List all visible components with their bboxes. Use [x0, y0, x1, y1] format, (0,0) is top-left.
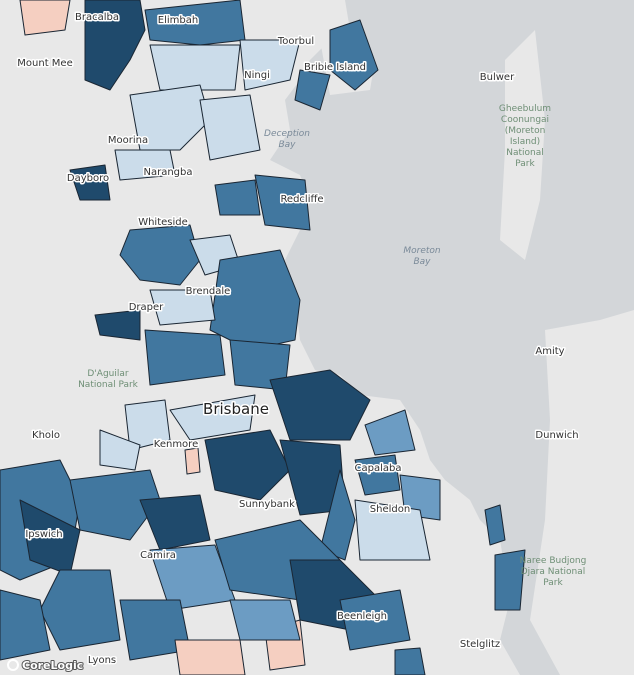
suburb-region [214, 179, 261, 216]
place-label: Toorbul [277, 36, 314, 47]
suburb-region [144, 0, 246, 46]
suburb-region [494, 549, 526, 611]
suburb-region [94, 309, 141, 341]
place-label: Camira [140, 550, 176, 561]
place-label: Redcliffe [280, 194, 323, 205]
place-label: Sunnybank [239, 499, 295, 510]
suburb-region [149, 44, 241, 91]
water-label: Bay [413, 257, 431, 267]
suburb-region [119, 224, 201, 286]
water-label: Moreton [403, 246, 441, 256]
park-label: National [506, 148, 544, 158]
place-label: Narangba [143, 167, 192, 178]
place-label: Kenmore [154, 439, 198, 450]
park-label: Naree Budjong [520, 556, 587, 566]
suburb-region [184, 447, 201, 475]
water-label: Deception [264, 129, 310, 139]
suburb-region [254, 174, 311, 231]
suburb-region [129, 84, 211, 151]
attribution: CoreLogic [7, 658, 84, 673]
place-label: Moorina [108, 135, 148, 146]
place-label: Dunwich [535, 430, 578, 441]
park-label: Coonungai [501, 115, 549, 125]
place-label: Stelglitz [460, 639, 500, 650]
suburb-region [209, 249, 301, 351]
place-label: Sheldon [370, 504, 410, 515]
park-label: National Park [78, 380, 139, 390]
suburb-region [339, 589, 411, 651]
suburb-region [354, 499, 431, 561]
suburb-region [84, 0, 146, 91]
water-label: Bay [278, 140, 296, 150]
island [530, 310, 634, 675]
suburb-region [394, 647, 426, 675]
place-label: Elimbah [158, 15, 198, 26]
place-label: Dayboro [67, 173, 109, 184]
park-label: Island) [510, 137, 540, 147]
place-label: Beenleigh [337, 611, 387, 622]
place-label: Brendale [186, 286, 231, 297]
park-label: D'Aguilar [87, 369, 128, 379]
place-label: Whiteside [138, 217, 188, 228]
suburb-region [229, 599, 301, 641]
suburb-region [354, 454, 401, 496]
park-label: Gheebulum [499, 104, 551, 114]
suburb-region [294, 69, 331, 111]
suburb-region [269, 369, 371, 441]
logo-icon [7, 659, 19, 671]
suburb-region [69, 164, 111, 201]
suburb-region [69, 469, 161, 541]
suburb-region [169, 394, 256, 441]
attribution-text: CoreLogic [22, 659, 83, 672]
park-label: Park [543, 578, 563, 588]
suburb-region [239, 39, 301, 91]
suburb-region [319, 469, 356, 561]
place-label: Draper [129, 302, 164, 313]
place-label: Amity [535, 346, 564, 357]
place-label: Bribie Island [304, 62, 366, 73]
suburb-region [364, 409, 416, 456]
park-label: Park [515, 159, 535, 169]
place-label: Brisbane [203, 400, 269, 418]
suburb-region [114, 149, 176, 181]
suburb-region [174, 639, 246, 675]
place-label: Lyons [88, 655, 116, 666]
suburb-region [329, 19, 379, 91]
park-label: Djara National [521, 567, 586, 577]
place-label: Ningi [244, 70, 270, 81]
suburb-region [484, 504, 506, 546]
suburb-region [139, 494, 211, 551]
suburb-region [149, 289, 216, 326]
suburb-region [124, 399, 171, 451]
place-label: Bracalba [75, 12, 119, 23]
place-label: Ipswich [25, 529, 62, 540]
place-label: Mount Mee [17, 58, 72, 69]
suburb-region [39, 569, 121, 651]
suburb-region [0, 589, 51, 661]
suburb-region [99, 429, 141, 471]
suburb-region [144, 329, 226, 386]
island [500, 30, 545, 260]
suburb-region [199, 94, 261, 161]
place-label: Capalaba [355, 463, 402, 474]
place-label: Kholo [32, 430, 60, 441]
place-label: Bulwer [480, 72, 515, 83]
suburb-region [19, 0, 71, 36]
park-label: (Moreton [505, 126, 546, 136]
suburb-region [204, 429, 291, 501]
